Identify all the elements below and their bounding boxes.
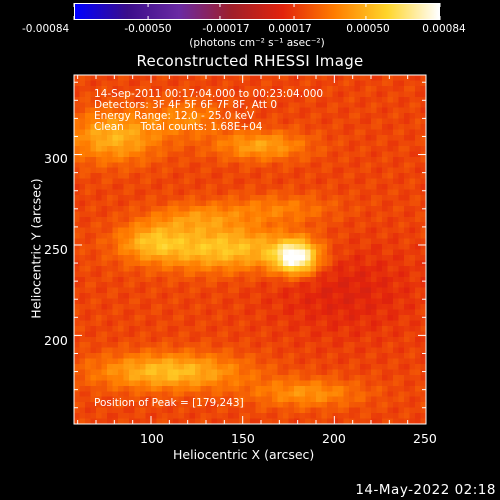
annotation-total-counts: Clean Total counts: 1.68E+04 — [94, 121, 263, 133]
y-tick-label: 200 — [44, 333, 68, 348]
x-tick-label: 200 — [322, 431, 346, 446]
colorbar-tick-label: -0.00017 — [202, 23, 250, 35]
annotation-peak-position: Position of Peak = [179,243] — [94, 397, 244, 409]
colorbar-tick-label: 0.00017 — [268, 23, 312, 35]
annotation-energy-range: Energy Range: 12.0 - 25.0 keV — [94, 110, 255, 122]
y-tick-label: 250 — [44, 242, 68, 257]
x-tick-label: 250 — [413, 431, 437, 446]
annotation-time-range: 14-Sep-2011 00:17:04.000 to 00:23:04.000 — [94, 88, 324, 100]
colorbar-tick-label: 0.00050 — [346, 23, 390, 35]
heatmap-image — [74, 75, 426, 424]
footer-timestamp: 14-May-2022 02:18 — [355, 482, 496, 498]
colorbar-tick-label: 0.00084 — [422, 23, 466, 35]
y-axis-label: Heliocentric Y (arcsec) — [28, 178, 44, 319]
colorbar-tick-label: -0.00050 — [124, 23, 172, 35]
colorbar-tick-label: -0.00084 — [22, 23, 70, 35]
y-tick-label: 300 — [44, 151, 68, 166]
colorbar-units: (photons cm⁻² s⁻¹ asec⁻²) — [189, 37, 325, 49]
colorbar — [74, 3, 440, 20]
x-tick-label: 100 — [140, 431, 164, 446]
plot-frame — [73, 74, 427, 425]
annotation-detectors: Detectors: 3F 4F 5F 6F 7F 8F, Att 0 — [94, 99, 278, 111]
x-tick-label: 150 — [231, 431, 255, 446]
heatmap-plot — [74, 75, 426, 424]
chart-title: Reconstructed RHESSI Image — [136, 52, 364, 70]
x-axis-label: Heliocentric X (arcsec) — [173, 447, 315, 462]
